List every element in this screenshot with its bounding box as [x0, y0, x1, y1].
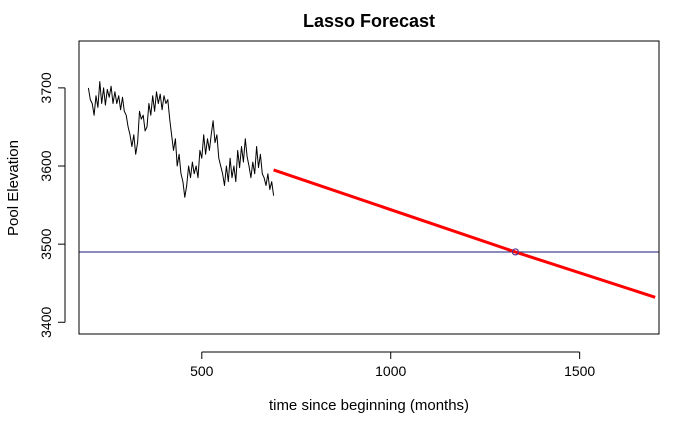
x-axis-label: time since beginning (months)	[269, 397, 469, 414]
x-tick-label: 500	[190, 363, 214, 379]
y-tick-label: 3700	[38, 72, 54, 103]
y-axis: 3400 3500 3600 3700	[38, 72, 66, 338]
observed-series-line	[87, 81, 275, 198]
y-axis-label: Pool Elevation	[5, 140, 22, 236]
x-tick-label: 1000	[375, 363, 406, 379]
chart-title: Lasso Forecast	[303, 11, 435, 31]
forecast-series-line	[273, 168, 656, 299]
marker-layer	[511, 248, 520, 256]
x-axis: 500 1000 1500	[190, 351, 595, 379]
y-tick-label: 3500	[38, 228, 54, 259]
series-layer	[87, 81, 656, 299]
intersection-marker	[511, 248, 520, 256]
y-tick-label: 3400	[38, 306, 54, 337]
x-tick-label: 1500	[564, 363, 595, 379]
plot-frame	[78, 40, 660, 335]
y-tick-label: 3600	[38, 150, 54, 181]
